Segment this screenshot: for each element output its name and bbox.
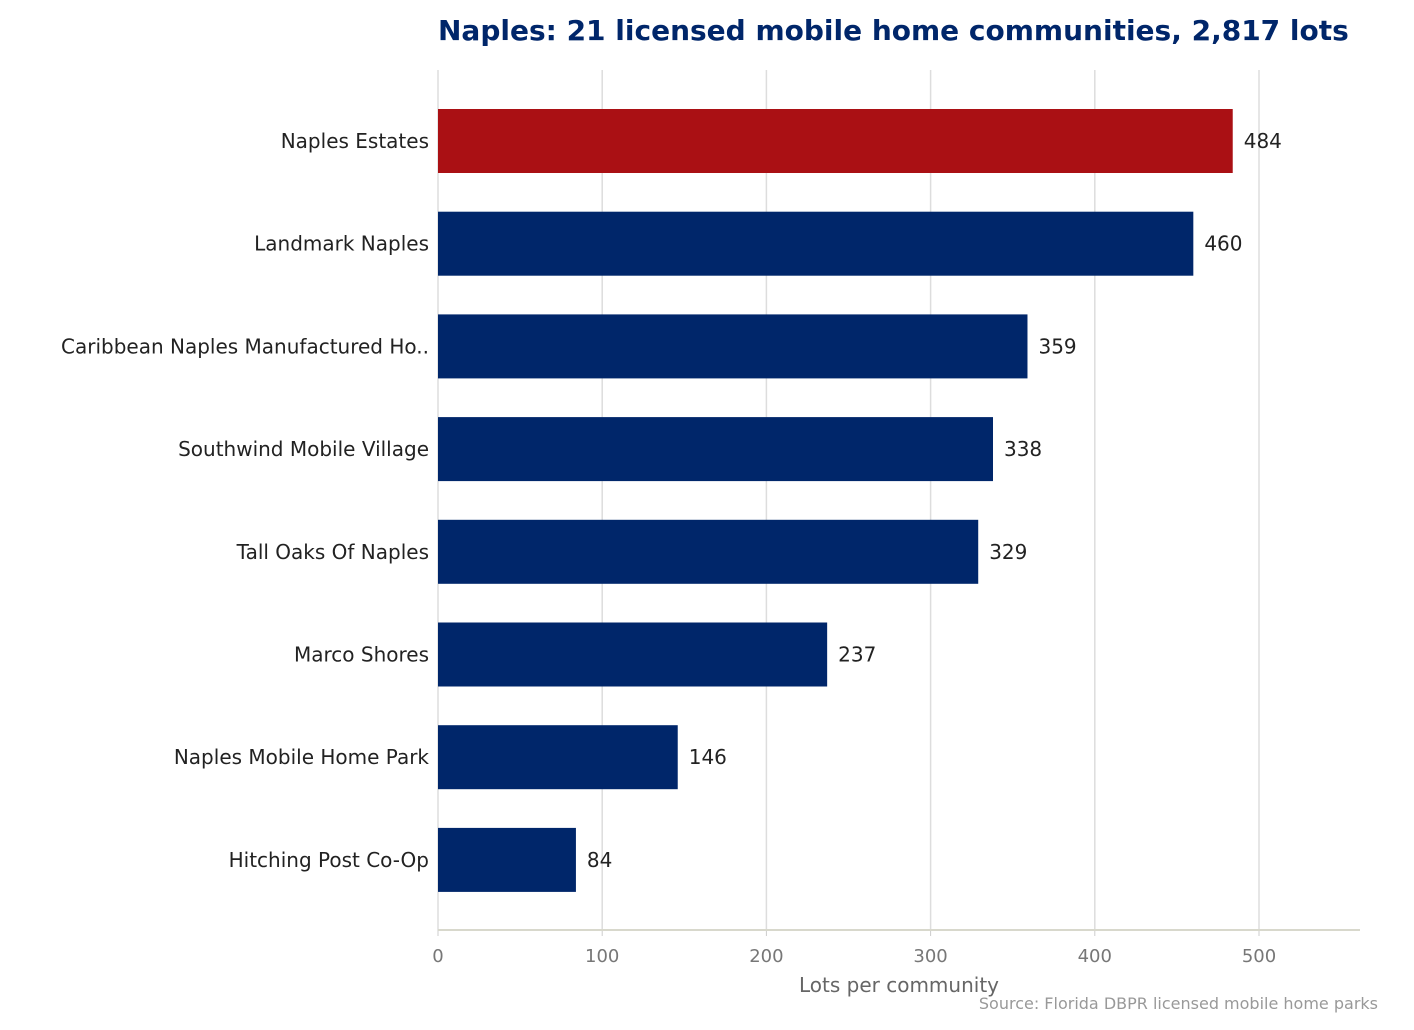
category-label: Landmark Naples [254, 232, 429, 256]
bar [438, 827, 576, 892]
bar [438, 519, 979, 584]
value-labels: 484 460 359 338 329 237 146 84 [587, 129, 1282, 872]
value-label: 329 [989, 540, 1027, 564]
category-label: Caribbean Naples Manufactured Ho.. [61, 334, 429, 358]
bar [438, 622, 828, 687]
value-label: 359 [1038, 334, 1076, 358]
bar [438, 211, 1194, 276]
x-tick-label: 500 [1242, 946, 1276, 967]
x-tick-label: 300 [913, 946, 947, 967]
category-label: Naples Estates [281, 129, 429, 153]
category-label: Tall Oaks Of Naples [236, 540, 429, 564]
value-label: 484 [1244, 129, 1282, 153]
category-label: Marco Shores [294, 643, 429, 667]
category-labels: Naples Estates Landmark Naples Caribbean N… [61, 129, 429, 872]
gridlines [437, 70, 1260, 930]
bar [438, 109, 1233, 173]
bar [438, 725, 678, 790]
bars [438, 109, 1233, 892]
category-label: Southwind Mobile Village [178, 437, 429, 461]
value-label: 460 [1204, 232, 1242, 256]
category-label: Naples Mobile Home Park [174, 745, 430, 769]
x-tick-label: 0 [432, 946, 443, 967]
category-label: Hitching Post Co-Op [229, 848, 429, 872]
x-axis-title: Lots per community [799, 973, 999, 997]
bar [438, 314, 1028, 379]
value-label: 338 [1004, 437, 1042, 461]
value-label: 84 [587, 848, 612, 872]
x-tick-label: 100 [585, 946, 619, 967]
x-axis-ticks: 0 100 200 300 400 500 [432, 930, 1276, 967]
value-label: 146 [689, 745, 727, 769]
chart-title: Naples: 21 licensed mobile home communit… [438, 14, 1349, 47]
value-label: 237 [838, 643, 876, 667]
bar [438, 417, 993, 482]
x-tick-label: 400 [1078, 946, 1112, 967]
x-tick-label: 200 [749, 946, 783, 967]
source-note: Source: Florida DBPR licensed mobile hom… [979, 994, 1378, 1013]
